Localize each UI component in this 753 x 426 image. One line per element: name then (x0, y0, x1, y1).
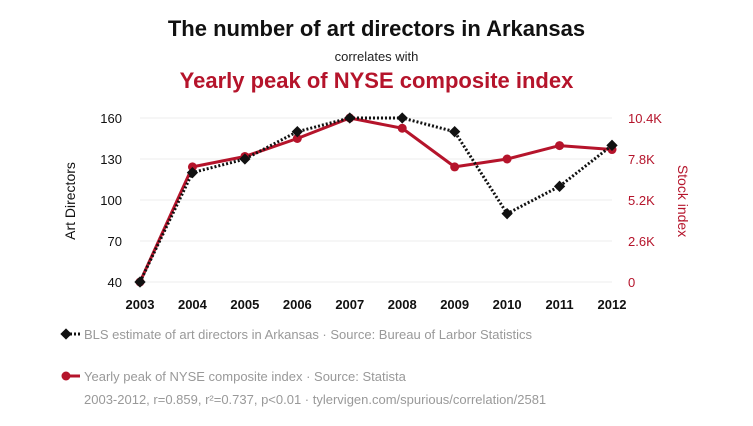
data-point-nyse (187, 162, 197, 172)
x-tick-label: 2006 (283, 297, 312, 312)
data-point-nyse (502, 154, 512, 164)
legend-label-art-directors: BLS estimate of art directors in Arkansa… (84, 327, 532, 342)
y-tick-label-right: 2.6K (628, 234, 655, 249)
data-point-nyse (397, 123, 407, 133)
data-point-art-directors (344, 112, 356, 124)
gridlines (140, 117, 612, 283)
data-point-nyse (555, 141, 565, 151)
x-tick-label: 2003 (126, 297, 155, 312)
chart-connector-text: correlates with (334, 49, 419, 64)
legend-marker-nyse (61, 371, 80, 381)
chart-title: The number of art directors in Arkansas (167, 16, 586, 41)
x-tick-label: 2011 (545, 297, 573, 312)
y-axis-label-left: Art Directors (62, 162, 78, 240)
x-tick-label: 2007 (335, 297, 364, 312)
x-tick-label: 2008 (388, 297, 417, 312)
series-line-nyse (138, 116, 613, 283)
data-point-art-directors (186, 167, 199, 179)
x-tick-label: 2009 (440, 297, 469, 312)
series-line-art-directors (138, 116, 613, 283)
legend-label-nyse: Yearly peak of NYSE composite index · So… (84, 369, 406, 384)
x-tick-label: 2010 (493, 297, 522, 312)
data-point-nyse (450, 162, 460, 172)
axes: 40 70 100 130 160 0 2.6K 5.2K 7.8K 10.4K 2003 2004 2… (100, 111, 662, 312)
x-tick-label: 2005 (230, 297, 259, 312)
y-axis-label-right: Stock index (675, 165, 691, 237)
y-tick-label-left: 160 (100, 111, 122, 126)
x-tick-label: 2012 (598, 297, 627, 312)
data-point-art-directors (501, 208, 513, 220)
x-tick-label: 2004 (178, 297, 208, 312)
y-tick-label-left: 70 (108, 234, 122, 249)
data-point-nyse (292, 134, 302, 143)
y-tick-label-right: 10.4K (628, 111, 662, 126)
y-tick-label-left: 40 (108, 275, 122, 290)
data-point-art-directors (553, 180, 566, 192)
data-point-art-directors (396, 112, 408, 124)
y-tick-label-left: 100 (100, 193, 122, 208)
data-point-art-directors (606, 139, 618, 151)
data-point-art-directors (134, 276, 146, 288)
y-tick-label-right: 7.8K (628, 152, 655, 167)
y-tick-label-right: 0 (628, 275, 635, 290)
legend-marker-art-directors (60, 328, 80, 340)
data-point-art-directors (239, 153, 251, 165)
chart-subtitle: Yearly peak of NYSE composite index (179, 68, 574, 93)
y-tick-label-right: 5.2K (628, 193, 655, 208)
y-tick-label-left: 130 (100, 152, 122, 167)
legend-footer-stats: 2003-2012, r=0.859, r²=0.737, p<0.01 · t… (84, 392, 547, 407)
